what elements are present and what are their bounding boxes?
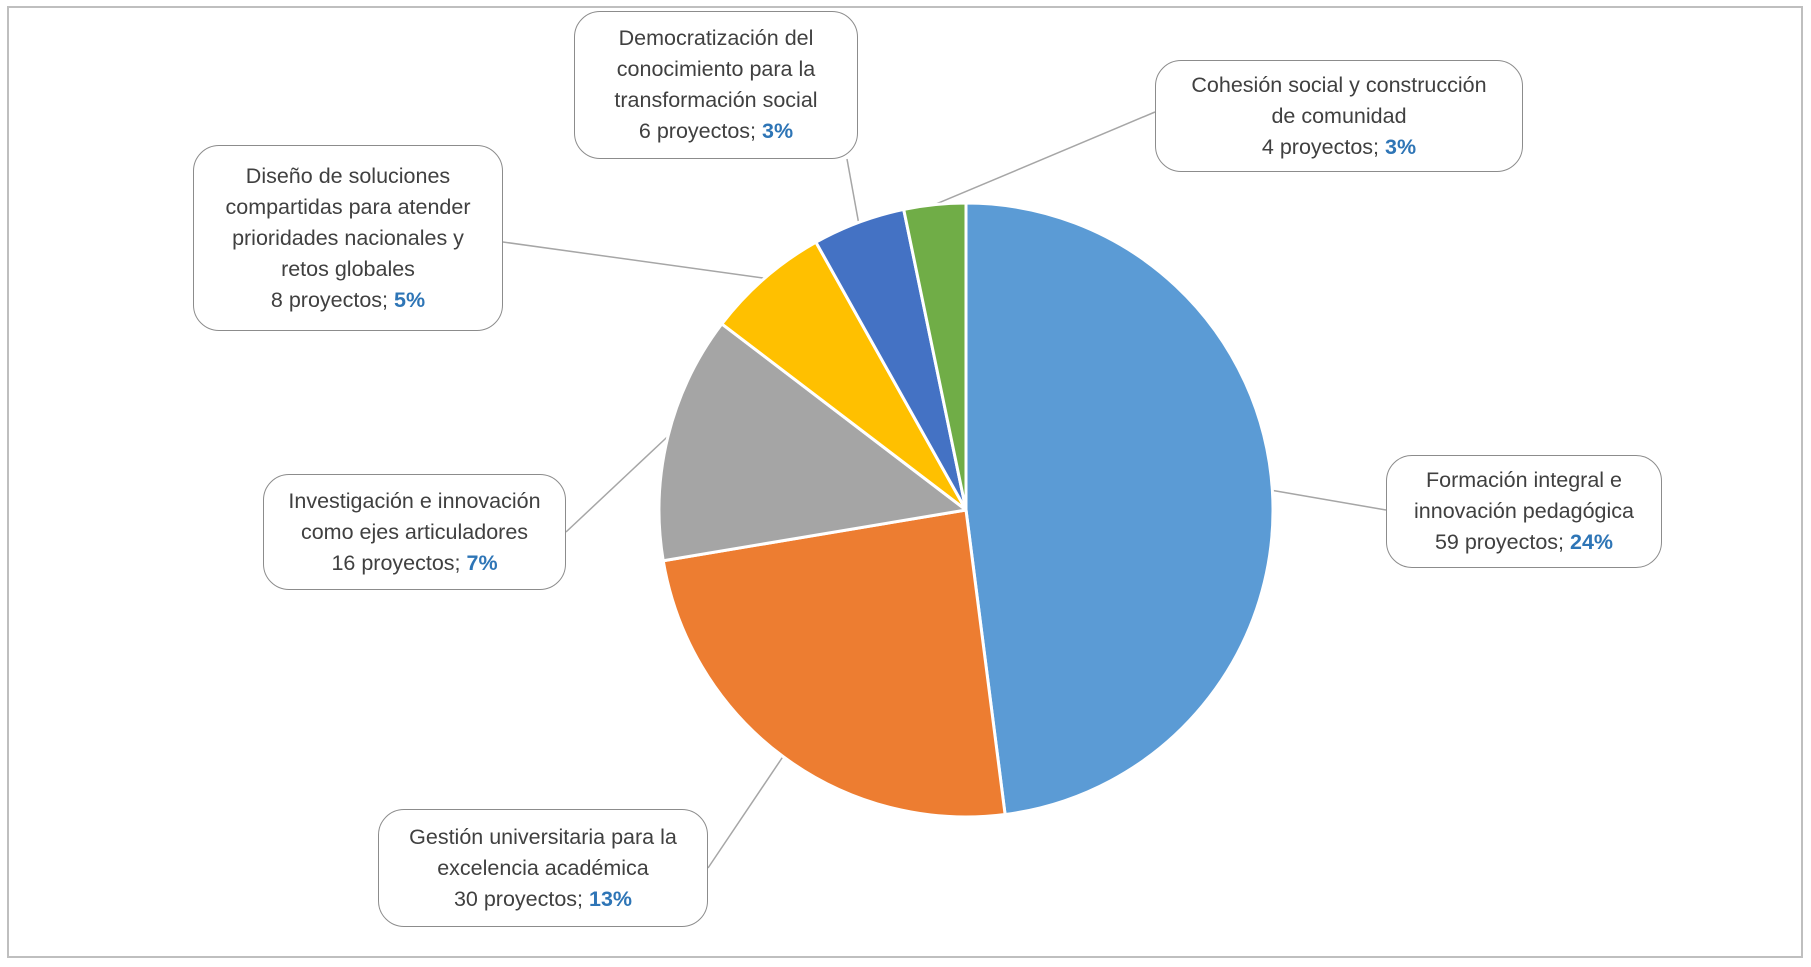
data-label-text: compartidas para atender	[225, 194, 471, 219]
data-label-percent: 24%	[1570, 530, 1614, 554]
data-label-text: Cohesión social y construcción	[1191, 72, 1487, 97]
data-label-count: 59 proyectos;	[1434, 530, 1570, 554]
data-label-4: Diseño de soluciones compartidas para ate…	[193, 145, 503, 331]
pie-slice-2	[661, 508, 1007, 819]
data-label-text: excelencia académica	[437, 855, 649, 880]
data-label-text: retos globales	[281, 256, 415, 281]
data-label-text: Democratización del	[618, 26, 814, 50]
data-label-text: Gestión universitaria para la	[409, 824, 677, 849]
pie-slice-1	[964, 201, 1275, 816]
leader-line-2	[707, 756, 784, 869]
data-label-text: Diseño de soluciones	[245, 163, 451, 188]
leader-line-1	[1272, 489, 1387, 511]
data-label-percent: 3%	[1385, 134, 1417, 159]
data-label-text: Investigación e innovación	[288, 488, 541, 513]
pie-slice-3	[657, 322, 968, 563]
leader-line-5	[846, 158, 860, 223]
data-label-5: Democratización del conocimiento para la t…	[574, 11, 858, 159]
data-label-value-line: 4 proyectos; 3%	[1262, 132, 1416, 163]
data-label-value-line: 6 proyectos; 3%	[639, 116, 793, 147]
data-label-percent: 5%	[394, 287, 426, 312]
data-label-value-line: 16 proyectos; 7%	[331, 548, 497, 579]
data-label-6: Cohesión social y construcción de comunid…	[1155, 60, 1523, 172]
data-label-2: Gestión universitaria para la excelencia …	[378, 809, 708, 927]
data-label-percent: 13%	[589, 886, 633, 911]
leader-line-6	[934, 111, 1156, 206]
data-label-text: innovación pedagógica	[1414, 499, 1634, 523]
leader-line-4	[502, 241, 765, 279]
data-label-text: conocimiento para la	[616, 57, 816, 81]
data-label-count: 8 proyectos;	[270, 287, 394, 312]
data-label-text: de comunidad	[1271, 103, 1407, 128]
data-label-percent: 7%	[466, 550, 498, 575]
pie-slice-4	[720, 240, 968, 512]
data-label-value-line: 59 proyectos; 24%	[1435, 527, 1613, 558]
leader-lines	[502, 111, 1387, 869]
data-label-text: Formación integral e	[1426, 468, 1622, 492]
pie-slices	[657, 201, 1275, 819]
data-label-value-line: 30 proyectos; 13%	[454, 884, 632, 915]
leader-line-3	[565, 435, 669, 533]
data-label-text: como ejes articuladores	[300, 519, 529, 544]
data-label-count: 4 proyectos;	[1261, 134, 1385, 159]
data-label-3: Investigación e innovación como ejes arti…	[263, 474, 566, 590]
data-label-text: prioridades nacionales y	[232, 225, 464, 250]
data-label-count: 16 proyectos;	[331, 550, 467, 575]
data-label-1: Formación integral e innovación pedagógic…	[1386, 455, 1662, 568]
data-label-value-line: 8 proyectos; 5%	[271, 285, 425, 316]
data-label-count: 6 proyectos;	[638, 119, 762, 143]
data-label-percent: 3%	[762, 119, 794, 143]
pie-slice-6	[902, 201, 968, 512]
data-label-count: 30 proyectos;	[453, 886, 589, 911]
data-label-text: transformación social	[614, 88, 818, 112]
